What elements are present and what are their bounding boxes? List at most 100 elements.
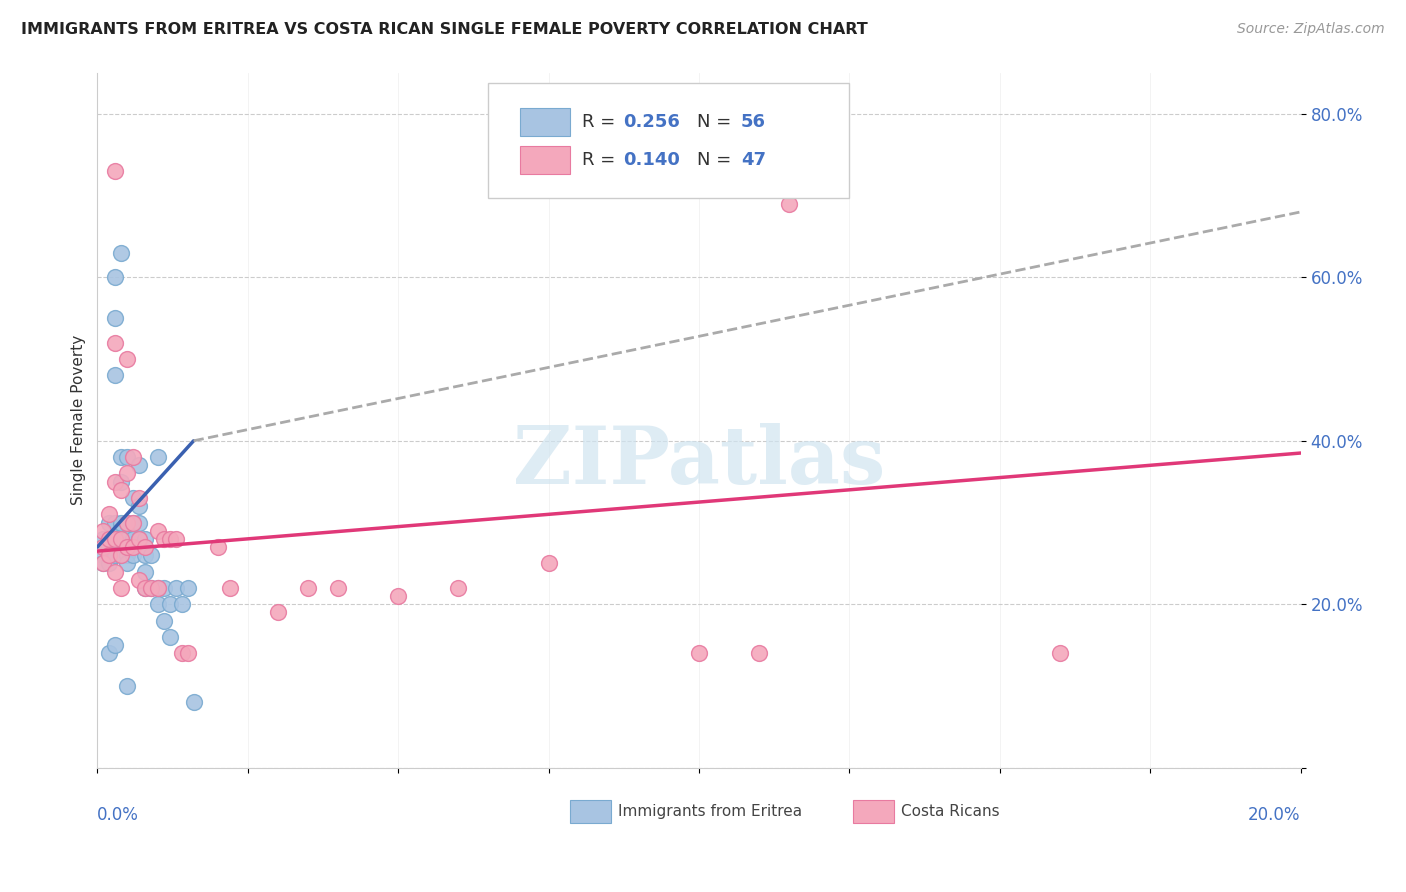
Point — [146, 581, 169, 595]
Point — [387, 589, 409, 603]
Text: ZIPatlas: ZIPatlas — [513, 423, 886, 501]
Point — [165, 581, 187, 595]
Point — [122, 532, 145, 546]
Point — [104, 311, 127, 326]
Text: N =: N = — [696, 151, 737, 169]
Point — [93, 540, 115, 554]
Point — [170, 646, 193, 660]
Point — [141, 548, 163, 562]
Point — [93, 540, 115, 554]
Point — [128, 573, 150, 587]
Point — [326, 581, 349, 595]
Point — [104, 475, 127, 489]
Point — [122, 516, 145, 530]
Point — [110, 475, 132, 489]
Point — [117, 679, 139, 693]
Point — [122, 516, 145, 530]
FancyBboxPatch shape — [571, 800, 612, 822]
Text: 20.0%: 20.0% — [1249, 805, 1301, 824]
Point — [93, 548, 115, 562]
Point — [159, 597, 181, 611]
Point — [134, 548, 156, 562]
Point — [104, 565, 127, 579]
Point — [128, 499, 150, 513]
Point — [778, 196, 800, 211]
Point — [207, 540, 229, 554]
Point — [688, 646, 710, 660]
Text: 0.140: 0.140 — [623, 151, 681, 169]
Point — [748, 646, 770, 660]
Point — [110, 548, 132, 562]
Point — [93, 557, 115, 571]
Point — [1049, 646, 1071, 660]
Point — [122, 540, 145, 554]
Text: R =: R = — [582, 112, 621, 130]
Point — [159, 532, 181, 546]
Point — [146, 581, 169, 595]
Point — [122, 491, 145, 505]
Text: Immigrants from Eritrea: Immigrants from Eritrea — [619, 804, 803, 819]
Point — [110, 532, 132, 546]
Point — [183, 695, 205, 709]
Point — [110, 483, 132, 497]
Point — [104, 516, 127, 530]
Text: IMMIGRANTS FROM ERITREA VS COSTA RICAN SINGLE FEMALE POVERTY CORRELATION CHART: IMMIGRANTS FROM ERITREA VS COSTA RICAN S… — [21, 22, 868, 37]
Point — [152, 614, 174, 628]
Point — [152, 581, 174, 595]
Point — [165, 532, 187, 546]
Point — [134, 565, 156, 579]
Point — [128, 491, 150, 505]
Point — [122, 548, 145, 562]
Point — [134, 540, 156, 554]
Point — [110, 450, 132, 464]
Point — [122, 540, 145, 554]
Point — [117, 352, 139, 367]
Point — [93, 557, 115, 571]
Point — [134, 581, 156, 595]
Point — [93, 524, 115, 538]
Point — [176, 646, 198, 660]
Text: 0.256: 0.256 — [623, 112, 681, 130]
Point — [117, 450, 139, 464]
Point — [110, 532, 132, 546]
Point — [110, 581, 132, 595]
Point — [98, 532, 121, 546]
Point — [159, 630, 181, 644]
Text: N =: N = — [696, 112, 737, 130]
Point — [110, 516, 132, 530]
Point — [104, 638, 127, 652]
FancyBboxPatch shape — [853, 800, 894, 822]
Point — [122, 450, 145, 464]
Point — [93, 532, 115, 546]
Point — [128, 458, 150, 473]
Point — [117, 467, 139, 481]
Text: 56: 56 — [741, 112, 766, 130]
Point — [537, 557, 560, 571]
Point — [134, 532, 156, 546]
Point — [117, 516, 139, 530]
Point — [104, 548, 127, 562]
Point — [152, 532, 174, 546]
Point — [146, 524, 169, 538]
Point — [128, 532, 150, 546]
Point — [98, 548, 121, 562]
FancyBboxPatch shape — [520, 146, 571, 174]
Text: 47: 47 — [741, 151, 766, 169]
Point — [141, 581, 163, 595]
Point — [117, 540, 139, 554]
Point — [218, 581, 240, 595]
Point — [146, 450, 169, 464]
Point — [104, 270, 127, 285]
Point — [170, 597, 193, 611]
Point — [128, 516, 150, 530]
Point — [110, 548, 132, 562]
Text: Source: ZipAtlas.com: Source: ZipAtlas.com — [1237, 22, 1385, 37]
Point — [104, 164, 127, 178]
Point — [104, 368, 127, 383]
Text: Costa Ricans: Costa Ricans — [901, 804, 1000, 819]
Point — [98, 516, 121, 530]
Point — [98, 540, 121, 554]
Point — [146, 597, 169, 611]
Point — [134, 581, 156, 595]
Y-axis label: Single Female Poverty: Single Female Poverty — [72, 335, 86, 506]
